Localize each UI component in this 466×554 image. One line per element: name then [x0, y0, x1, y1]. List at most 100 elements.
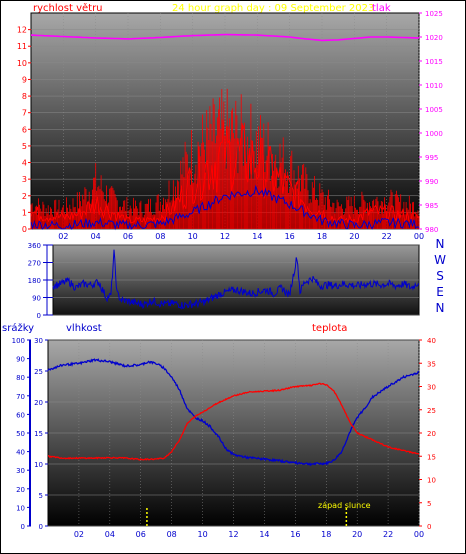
- time-tick-label: 02: [58, 232, 68, 241]
- time-tick-label: 18: [317, 232, 327, 241]
- wind-axis-title: rychlost větru: [33, 2, 103, 14]
- wind-tick-label: 2: [22, 192, 27, 201]
- direction-tick-label: 90: [32, 295, 41, 303]
- rain-tick-label: 40: [16, 449, 25, 457]
- wind-direction-series: [52, 249, 420, 310]
- temperature-axis: 0 5 10 15 20 25 30 35 40: [419, 337, 436, 531]
- time-tick-label: 20: [349, 232, 359, 241]
- time-tick-label: 12: [228, 530, 238, 539]
- temperature-tick-label: 0: [427, 523, 431, 531]
- rain-tick-label: 70: [16, 393, 25, 401]
- pressure-tick-label: 990: [425, 178, 438, 186]
- compass-label: N: [436, 237, 445, 251]
- graph-title: 24 hour graph day : 09 September 2023: [172, 3, 374, 14]
- time-tick-label: 16: [290, 530, 300, 539]
- wind-tick-label: 12: [17, 26, 27, 35]
- rain-axis: 0 10 20 30 40 50 60 70 80 90 100: [12, 337, 31, 531]
- pressure-tick-label: 1020: [425, 34, 443, 42]
- temperature-tick-label: 15: [427, 453, 436, 461]
- time-tick-label: 10: [188, 232, 198, 241]
- humidity-tick-label: 15: [34, 430, 43, 438]
- rain-tick-label: 0: [21, 523, 25, 531]
- humidity-tick-label: 30: [34, 337, 43, 345]
- temp-time-axis: 02 04 06 08 10 12 14 16 18 20 22 00: [74, 530, 424, 539]
- temperature-tick-label: 30: [427, 384, 436, 392]
- wind-tick-label: 11: [17, 42, 27, 51]
- direction-tick-label: 360: [28, 242, 41, 250]
- wind-direction-series: [52, 249, 420, 310]
- compass-label: E: [436, 285, 444, 299]
- rain-tick-label: 50: [16, 430, 25, 438]
- rain-tick-label: 30: [16, 467, 25, 475]
- direction-tick-label: 0: [37, 312, 41, 320]
- time-tick-label: 10: [197, 530, 207, 539]
- humidity-axis-title: vlhkost: [66, 323, 102, 334]
- rain-tick-label: 90: [16, 356, 25, 364]
- time-tick-label: 06: [123, 232, 133, 241]
- humidity-tick-label: 20: [34, 399, 43, 407]
- time-tick-label: 06: [136, 530, 146, 539]
- time-tick-label: 00: [414, 232, 424, 241]
- pressure-axis-title: tlak: [372, 3, 391, 14]
- wind-tick-label: 3: [22, 175, 27, 184]
- pressure-axis: 980 985 990 995 1000 1005 1010 1015 1020 1025: [419, 10, 443, 234]
- time-tick-label: 08: [155, 232, 165, 241]
- temp-humidity-grid: [48, 339, 420, 527]
- pressure-tick-label: 995: [425, 154, 438, 162]
- time-tick-label: 22: [383, 530, 393, 539]
- compass-label: W: [434, 253, 446, 267]
- pressure-series: [30, 33, 420, 42]
- humidity-axis: 0 5 10 15 20 25 30: [34, 337, 48, 531]
- humidity-series: [47, 358, 420, 467]
- rain-tick-label: 10: [16, 504, 25, 512]
- temperature-tick-label: 20: [427, 430, 436, 438]
- rain-axis-title: srážky: [2, 322, 34, 334]
- time-tick-label: 12: [220, 232, 230, 241]
- time-tick-label: 08: [167, 530, 177, 539]
- humidity-tick-label: 10: [34, 461, 43, 469]
- direction-tick-label: 270: [28, 260, 41, 268]
- pressure-tick-label: 1000: [425, 130, 443, 138]
- humidity-tick-label: 25: [34, 368, 43, 376]
- wind-pressure-series: [30, 33, 420, 231]
- wind-tick-label: 5: [22, 142, 27, 151]
- rain-tick-label: 60: [16, 411, 25, 419]
- wind-tick-label: 1: [22, 208, 27, 217]
- temperature-tick-label: 35: [427, 360, 436, 368]
- wind-tick-label: 10: [17, 59, 27, 68]
- time-tick-label: 04: [91, 232, 101, 241]
- wind-tick-label: 6: [22, 125, 27, 134]
- wind-tick-label: 7: [22, 109, 27, 118]
- wind-direction-axis: 0 90 180 270 360: [28, 242, 53, 320]
- temperature-series: [48, 382, 420, 461]
- wind-tick-label: 0: [22, 225, 27, 234]
- time-tick-label: 22: [382, 232, 392, 241]
- temperature-tick-label: 10: [427, 477, 436, 485]
- humidity-tick-label: 0: [39, 523, 43, 531]
- temperature-tick-label: 25: [427, 407, 436, 415]
- rain-tick-label: 100: [12, 337, 25, 345]
- wind-tick-label: 8: [22, 92, 27, 101]
- temp-humidity-series: [47, 358, 420, 467]
- average-wind-series: [30, 184, 420, 231]
- compass-label: N: [436, 301, 445, 315]
- wind-speed-series: [30, 122, 420, 226]
- sunset-label: západ slunce: [318, 501, 371, 510]
- temp-humidity-panel: 0 10 20 30 40 50 60 70 80 90 100 0 5 10 15 20 25 30 0 5 10…: [12, 337, 436, 539]
- temperature-axis-title: teplota: [312, 323, 347, 334]
- humidity-tick-label: 5: [39, 492, 43, 500]
- time-tick-label: 14: [252, 232, 262, 241]
- time-tick-label: 18: [321, 530, 331, 539]
- time-tick-label: 14: [259, 530, 269, 539]
- wind-direction-grid: [53, 244, 419, 316]
- temperature-tick-label: 40: [427, 337, 436, 345]
- pressure-tick-label: 985: [425, 202, 438, 210]
- pressure-tick-label: 1005: [425, 106, 443, 114]
- pressure-tick-label: 1025: [425, 10, 443, 18]
- wind-time-axis: 02 04 06 08 10 12 14 16 18 20 22 00: [58, 232, 424, 241]
